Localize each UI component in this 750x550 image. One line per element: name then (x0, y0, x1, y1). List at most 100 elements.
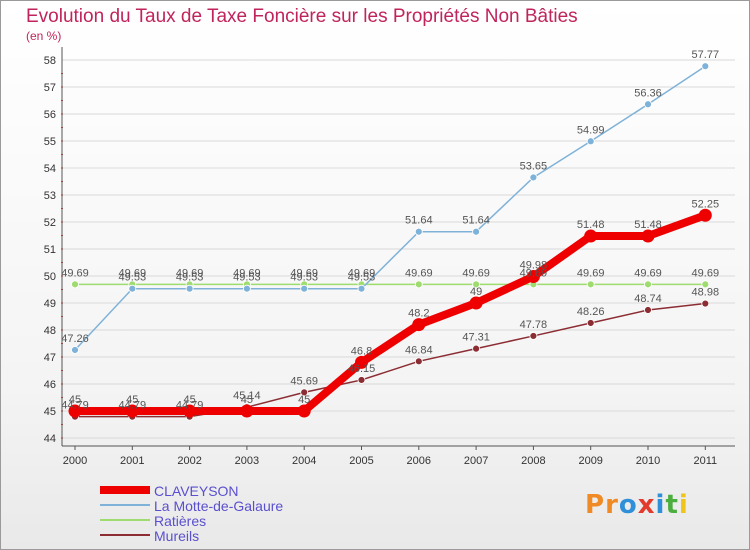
data-point (472, 280, 481, 289)
data-label: 49.53 (233, 272, 261, 284)
data-label: 45 (126, 394, 138, 406)
data-point (644, 100, 652, 109)
data-point (641, 229, 655, 243)
data-label: 48.74 (634, 293, 662, 305)
data-point (472, 227, 481, 236)
data-point (586, 137, 595, 146)
data-point (300, 388, 309, 397)
data-point (586, 280, 595, 289)
x-tick-label: 2000 (63, 455, 87, 467)
data-point (412, 318, 426, 332)
data-point (357, 376, 366, 384)
data-label: 57.77 (692, 49, 720, 61)
data-label: 56.36 (634, 87, 662, 99)
x-tick-label: 2010 (636, 455, 660, 467)
data-label: 49.69 (233, 267, 261, 279)
legend-swatch (100, 504, 150, 506)
y-tick-label: 55 (44, 136, 56, 148)
data-label: 49.69 (692, 267, 720, 279)
grid (62, 59, 735, 439)
data-label: 47.78 (520, 319, 548, 331)
y-tick-label: 51 (44, 244, 56, 256)
series-layer (68, 62, 712, 421)
data-label: 49.69 (520, 267, 548, 279)
data-point (469, 296, 483, 310)
x-tick-label: 2001 (120, 455, 144, 467)
data-point (240, 404, 254, 418)
logo-letter: P (585, 490, 606, 520)
proxiti-logo: Proxiti (585, 490, 689, 520)
x-tick-label: 2011 (693, 455, 717, 467)
data-label: 49.69 (176, 267, 204, 279)
data-point (701, 280, 710, 289)
legend-label: Ratières (154, 513, 207, 529)
data-label: 49.69 (61, 267, 89, 279)
y-tick-label: 58 (44, 55, 56, 67)
y-tick-label: 44 (44, 433, 56, 445)
data-label: 49.53 (348, 272, 376, 284)
data-point (414, 357, 423, 366)
data-label: 49.53 (290, 272, 318, 284)
data-point (183, 404, 197, 418)
data-point (472, 344, 481, 353)
data-point (185, 284, 194, 293)
legend-label: CLAVEYSON (154, 483, 239, 499)
data-label: 45.14 (233, 390, 261, 402)
logo-letter: r (605, 490, 619, 520)
data-label: 53.65 (520, 160, 548, 172)
data-label: 49.53 (119, 272, 147, 284)
data-label: 48.2 (408, 308, 429, 320)
data-label: 49.69 (405, 267, 433, 279)
data-point (526, 270, 540, 284)
data-label: 51.64 (405, 215, 433, 227)
data-point (71, 280, 79, 289)
x-tick-label: 2005 (349, 455, 373, 467)
y-tick-label: 45 (44, 406, 56, 418)
data-label: 49.53 (176, 272, 204, 284)
legend-label: Mureils (154, 528, 200, 544)
series-line-Mureils (74, 302, 707, 418)
axes: 44 45 46 47 48 49 50 51 52 53 54 55 56 57 58 2000 2001 20… (44, 47, 735, 467)
data-point (125, 404, 139, 418)
data-label: 46.15 (348, 363, 376, 375)
data-point (300, 284, 309, 293)
y-tick-label: 47 (44, 352, 56, 364)
data-label: 44.79 (119, 400, 147, 412)
x-tick-label: 2004 (292, 455, 316, 467)
data-label: 49.69 (577, 267, 605, 279)
data-labels: 45 45 45 45 45 46.8 48.2 49 49.98 51.48 51.48 52.25… (61, 49, 719, 411)
data-label: 46.8 (351, 345, 372, 357)
data-label: 45.69 (290, 375, 318, 387)
data-label: 49.98 (520, 260, 548, 272)
data-label: 49.69 (634, 267, 662, 279)
data-point (584, 229, 598, 243)
data-label: 46.84 (405, 344, 433, 356)
logo-letter: i (678, 490, 689, 520)
x-tick-label: 2006 (407, 455, 431, 467)
y-tick-label: 49 (44, 298, 56, 310)
data-label: 45 (241, 394, 253, 406)
data-label: 47.31 (462, 332, 490, 344)
data-point (242, 284, 251, 293)
y-tick-label: 52 (44, 217, 56, 229)
y-tick-label: 57 (44, 82, 56, 94)
data-label: 48.98 (692, 287, 720, 299)
legend-swatch (100, 519, 150, 521)
data-label: 51.48 (577, 219, 605, 231)
data-point (414, 280, 423, 289)
data-label: 45 (183, 394, 195, 406)
data-label: 51.64 (462, 215, 490, 227)
data-point (701, 62, 710, 71)
y-tick-label: 53 (44, 190, 56, 202)
y-tick-label: 48 (44, 325, 56, 337)
logo-letter: i (655, 490, 666, 520)
series-line-CLAVEYSON (71, 211, 710, 415)
data-point (701, 299, 710, 308)
data-label: 44.79 (176, 400, 204, 412)
data-point (357, 284, 366, 293)
legend-swatch (100, 486, 150, 494)
data-label: 44.79 (61, 400, 89, 412)
logo-letter: o (618, 490, 638, 520)
data-label: 47.26 (61, 333, 89, 345)
